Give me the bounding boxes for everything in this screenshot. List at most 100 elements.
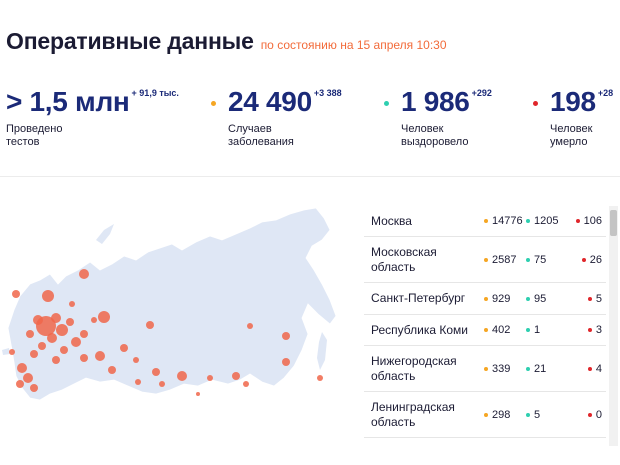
region-deaths: 106: [583, 215, 602, 227]
map-marker: [9, 349, 15, 355]
map-marker: [80, 330, 88, 338]
map-marker: [196, 392, 200, 396]
deaths-dot-icon: [587, 296, 592, 301]
kaliningrad-shape: [2, 348, 10, 355]
map-marker: [91, 317, 97, 323]
map-marker: [38, 342, 46, 350]
region-recovered: 5: [534, 408, 541, 421]
region-cases: 402: [492, 324, 511, 336]
cases-dot-icon: [211, 101, 216, 106]
map-marker: [95, 351, 105, 361]
map-marker: [79, 269, 89, 279]
stat-deaths: 198 +28 Человек умерло: [533, 86, 613, 149]
table-row[interactable]: Ленинградская область 298 5 0: [364, 392, 606, 438]
map-marker: [47, 333, 57, 343]
stat-cases: 24 490 +3 388 Случаев заболевания: [211, 86, 342, 149]
map-marker: [120, 344, 128, 352]
stat-tests-label: Проведено тестов: [6, 123, 63, 148]
stat-deaths-value: 198: [550, 86, 596, 117]
deaths-dot-icon: [575, 219, 580, 223]
recovered-dot-icon: [526, 219, 530, 223]
recovered-dot-icon: [384, 101, 389, 106]
stat-recovered-label: Человек выздоровело: [401, 123, 469, 148]
stat-deaths-delta: +28: [597, 88, 614, 98]
table-scrollbar[interactable]: [609, 206, 618, 446]
region-deaths: 0: [595, 408, 602, 421]
map-marker: [60, 346, 68, 354]
map-marker: [42, 290, 54, 302]
stat-tests: > 1,5 млн + 91,9 тыс. Проведено тестов: [6, 86, 179, 149]
map-marker: [30, 350, 38, 358]
region-name: Москва: [371, 213, 412, 228]
russia-map[interactable]: [0, 200, 345, 415]
map-marker: [52, 356, 60, 364]
region-deaths: 5: [595, 292, 602, 305]
deaths-dot-icon: [533, 101, 538, 106]
cases-dot-icon: [484, 328, 488, 332]
region-cases: 14776: [492, 215, 523, 227]
map-marker: [51, 313, 61, 323]
stat-cases-delta: +3 388: [313, 88, 342, 98]
table-row[interactable]: Москва 14776 1205 106: [364, 206, 606, 237]
region-name: Московская область: [371, 244, 437, 274]
region-name: Ленинградская область: [371, 399, 455, 429]
map-marker: [71, 337, 81, 347]
page-header: Оперативные данные по состоянию на 15 ап…: [6, 28, 447, 55]
stat-recovered: 1 986 +292 Человек выздоровело: [384, 86, 492, 149]
table-row[interactable]: Санкт-Петербург 929 95 5: [364, 283, 606, 315]
stat-tests-delta: + 91,9 тыс.: [131, 88, 179, 98]
region-cases: 929: [492, 292, 511, 305]
deaths-dot-icon: [587, 366, 592, 371]
table-row[interactable]: Нижегородская область 339 21 4: [364, 346, 606, 392]
map-marker: [282, 358, 290, 366]
map-marker: [207, 375, 213, 381]
table-row[interactable]: Республика Коми 402 1 3: [364, 315, 606, 346]
map-marker: [16, 380, 24, 388]
map-marker: [30, 384, 38, 392]
cases-dot-icon: [484, 296, 488, 301]
recovered-dot-icon: [526, 412, 530, 417]
region-cases: 298: [492, 408, 511, 421]
cases-dot-icon: [484, 219, 488, 223]
map-marker: [177, 371, 187, 381]
novaya-zemlya-shape: [96, 224, 114, 244]
sakhalin-shape: [317, 332, 327, 370]
map-marker: [135, 379, 141, 385]
map-marker: [108, 366, 116, 374]
scrollbar-thumb[interactable]: [610, 210, 617, 236]
map-marker: [146, 321, 154, 329]
map-marker: [12, 290, 20, 298]
region-recovered: 21: [534, 362, 547, 375]
recovered-dot-icon: [526, 296, 530, 301]
recovered-dot-icon: [526, 257, 530, 262]
section-divider: [0, 176, 620, 177]
case-markers: [9, 269, 323, 396]
map-marker: [66, 318, 74, 326]
region-name: Санкт-Петербург: [371, 291, 466, 305]
map-marker: [98, 311, 110, 323]
stat-cases-label: Случаев заболевания: [228, 123, 294, 148]
map-marker: [26, 330, 34, 338]
map-marker: [247, 323, 253, 329]
region-cases: 2587: [492, 253, 517, 266]
stat-cases-value: 24 490: [228, 86, 312, 117]
region-name: Республика Коми: [371, 322, 468, 337]
region-recovered: 1205: [534, 215, 559, 227]
region-recovered: 95: [534, 292, 547, 305]
map-marker: [33, 315, 43, 325]
map-marker: [23, 373, 33, 383]
as-of-timestamp: по состоянию на 15 апреля 10:30: [260, 38, 447, 52]
table-row[interactable]: Московская область 2587 75 26: [364, 237, 606, 283]
stat-recovered-delta: +292: [471, 88, 492, 98]
recovered-dot-icon: [526, 328, 530, 332]
map-marker: [133, 357, 139, 363]
map-marker: [317, 375, 323, 381]
cases-dot-icon: [484, 366, 488, 371]
map-marker: [69, 301, 75, 307]
region-recovered: 1: [534, 324, 541, 336]
map-marker: [56, 324, 68, 336]
recovered-dot-icon: [526, 366, 530, 371]
stat-deaths-label: Человек умерло: [550, 123, 593, 148]
region-deaths: 4: [595, 362, 602, 375]
region-table[interactable]: Москва 14776 1205 106 Московская область…: [364, 206, 606, 446]
